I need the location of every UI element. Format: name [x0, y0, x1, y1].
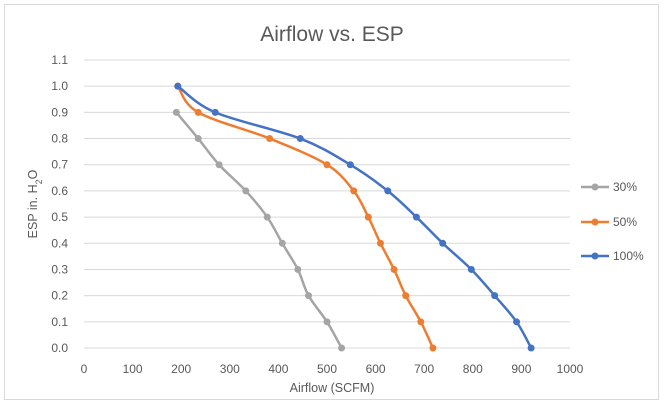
chart-title: Airflow vs. ESP — [260, 23, 404, 46]
x-tick-label: 400 — [268, 362, 288, 376]
series-group — [172, 82, 535, 352]
y-tick-label: 0.6 — [51, 184, 68, 198]
x-tick-label: 500 — [317, 362, 337, 376]
data-point — [527, 344, 535, 352]
y-axis-label-prefix: ESP in. H — [26, 184, 40, 238]
y-axis-label-suffix: O — [26, 169, 40, 179]
data-point — [242, 187, 250, 195]
data-point — [364, 213, 372, 221]
series-line-0 — [175, 111, 343, 350]
y-tick-label: 0.7 — [51, 158, 68, 172]
y-tick-label: 0.1 — [51, 315, 68, 329]
y-tick-labels: 0.0 0.1 0.2 0.3 0.4 0.5 0.6 0.7 0.8 0.9 1.0 1.1 — [51, 53, 68, 355]
y-tick-label: 0.4 — [51, 236, 68, 250]
data-point — [338, 344, 346, 352]
x-tick-label: 200 — [171, 362, 191, 376]
y-tick-label: 0.5 — [51, 210, 68, 224]
data-point — [323, 318, 331, 326]
data-point — [194, 108, 202, 116]
data-point — [439, 239, 447, 247]
x-tick-label: 700 — [414, 362, 434, 376]
data-point — [174, 82, 182, 90]
data-point — [350, 187, 358, 195]
data-point — [194, 135, 202, 143]
data-point — [346, 161, 354, 169]
data-point — [215, 161, 223, 169]
data-point — [266, 135, 274, 143]
x-tick-label: 1000 — [557, 362, 584, 376]
data-point — [296, 135, 304, 143]
x-tick-label: 0 — [81, 362, 88, 376]
data-point — [172, 108, 180, 116]
data-point — [417, 318, 425, 326]
y-axis-label: ESP in. H2O — [26, 169, 44, 238]
y-tick-label: 0.2 — [51, 289, 68, 303]
chart-frame — [4, 4, 659, 400]
data-point — [376, 239, 384, 247]
data-point — [429, 344, 437, 352]
grid — [84, 59, 570, 349]
x-tick-labels: 0 100 200 300 400 500 600 700 800 900 1000 — [81, 362, 584, 376]
y-axis-label-subscript: 2 — [34, 179, 44, 184]
data-point — [263, 213, 271, 221]
x-tick-label: 100 — [123, 362, 143, 376]
data-point — [294, 265, 302, 273]
data-point — [211, 108, 219, 116]
data-point — [412, 213, 420, 221]
legend: 30% 50% 100% — [581, 180, 644, 263]
data-point — [491, 292, 499, 300]
data-point — [513, 318, 521, 326]
legend-label: 30% — [613, 180, 637, 194]
y-tick-label: 1.0 — [51, 79, 68, 93]
x-tick-label: 600 — [366, 362, 386, 376]
x-tick-label: 300 — [220, 362, 240, 376]
x-axis-label: Airflow (SCFM) — [290, 381, 375, 395]
legend-marker — [591, 218, 599, 226]
data-point — [384, 187, 392, 195]
data-point — [402, 292, 410, 300]
x-tick-label: 800 — [463, 362, 483, 376]
y-tick-label: 1.1 — [51, 53, 68, 67]
x-tick-label: 900 — [511, 362, 531, 376]
legend-marker — [591, 183, 599, 191]
data-point — [305, 292, 313, 300]
y-tick-label: 0.0 — [51, 341, 68, 355]
data-point — [323, 161, 331, 169]
y-tick-label: 0.8 — [51, 132, 68, 146]
data-point — [278, 239, 286, 247]
y-tick-label: 0.9 — [51, 105, 68, 119]
data-point — [390, 265, 398, 273]
legend-label: 100% — [613, 249, 644, 263]
data-point — [467, 265, 475, 273]
y-tick-label: 0.3 — [51, 262, 68, 276]
legend-marker — [591, 252, 599, 260]
legend-label: 50% — [613, 215, 637, 229]
